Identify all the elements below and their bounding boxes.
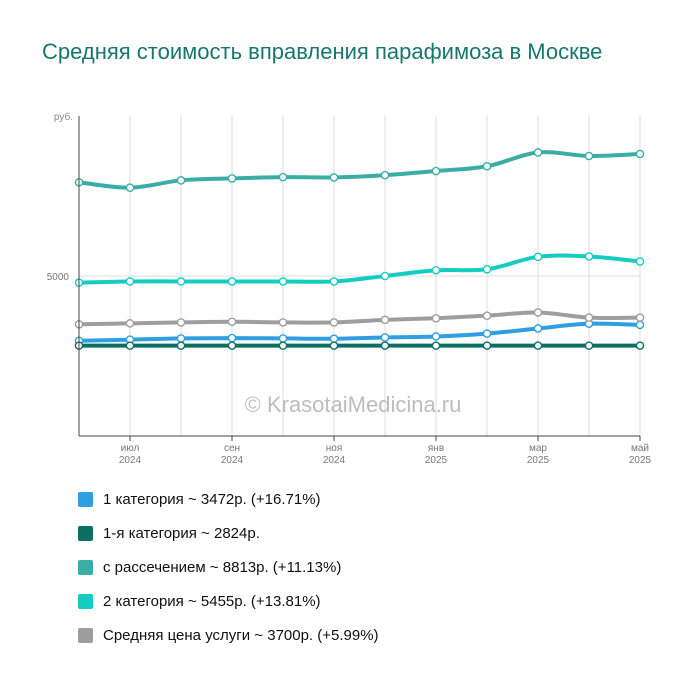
data-point	[227, 174, 237, 183]
x-tick-label-year: 2024	[221, 455, 244, 466]
data-point	[533, 148, 543, 157]
data-point	[125, 341, 135, 350]
data-point	[584, 341, 594, 350]
data-point	[380, 341, 390, 350]
data-point	[482, 161, 492, 171]
series-1	[74, 341, 645, 350]
data-point	[482, 311, 492, 320]
legend-item[interactable]: 1 категория ~ 3472р. (+16.71%)	[78, 482, 379, 516]
data-point	[227, 317, 237, 327]
data-point	[380, 333, 390, 342]
series-2	[74, 148, 645, 192]
data-point	[431, 332, 441, 341]
data-point	[125, 183, 135, 192]
watermark: © KrasotaiMedicina.ru	[245, 392, 462, 417]
data-point	[176, 334, 186, 343]
data-point	[329, 277, 339, 286]
data-point	[482, 341, 492, 350]
legend-swatch	[78, 491, 93, 507]
data-point	[431, 265, 441, 275]
data-point	[227, 333, 237, 343]
series-3	[74, 252, 645, 287]
data-point	[584, 252, 594, 261]
legend-swatch	[78, 593, 93, 609]
legend-swatch	[78, 627, 93, 643]
data-point	[635, 149, 645, 159]
data-point	[482, 329, 492, 338]
data-point	[635, 313, 645, 322]
data-point	[584, 313, 594, 322]
x-tick-label-year: 2024	[119, 455, 142, 466]
series-line	[77, 253, 642, 285]
data-point	[278, 341, 288, 350]
data-point	[176, 341, 186, 350]
data-point	[329, 318, 339, 327]
x-tick-label-month: ноя	[326, 443, 343, 454]
data-point	[278, 318, 288, 327]
data-point	[329, 341, 339, 350]
series-4	[74, 308, 645, 329]
y-unit-label: руб.	[54, 111, 73, 123]
data-point	[380, 315, 390, 325]
data-point	[431, 341, 441, 350]
data-point	[278, 334, 288, 343]
data-point	[329, 334, 339, 344]
legend-swatch	[78, 559, 93, 575]
data-point	[635, 320, 645, 330]
x-tick-label-year: 2025	[527, 455, 550, 466]
legend-item[interactable]: с рассечением ~ 8813р. (+11.13%)	[78, 550, 379, 584]
x-tick-label-year: 2025	[629, 455, 652, 466]
data-point	[227, 341, 237, 350]
x-tick-label-month: сен	[224, 443, 240, 454]
data-point	[533, 252, 543, 262]
data-point	[380, 271, 390, 281]
grid	[78, 116, 641, 436]
x-tick-label-month: май	[631, 443, 649, 454]
data-point	[482, 264, 492, 274]
data-point	[533, 308, 543, 317]
x-tick-label-month: янв	[428, 443, 444, 454]
data-point	[329, 173, 339, 182]
data-point	[533, 341, 543, 350]
legend-label: 1-я категория ~ 2824р.	[103, 524, 260, 542]
series-line	[77, 321, 642, 343]
data-point	[176, 318, 186, 327]
x-tick-label-year: 2024	[323, 455, 346, 466]
legend-item[interactable]: 2 категория ~ 5455р. (+13.81%)	[78, 584, 379, 618]
data-point	[125, 277, 135, 286]
data-point	[125, 319, 135, 328]
data-point	[278, 172, 288, 182]
x-tick-label-month: июл	[121, 443, 140, 454]
legend-label: 2 категория ~ 5455р. (+13.81%)	[103, 592, 321, 610]
legend-label: с рассечением ~ 8813р. (+11.13%)	[103, 558, 342, 576]
data-point	[176, 176, 186, 185]
series-line	[77, 150, 642, 190]
data-point	[584, 151, 594, 161]
legend-swatch	[78, 525, 93, 541]
legend: 1 категория ~ 3472р. (+16.71%) 1-я катего…	[78, 482, 379, 652]
data-point	[227, 277, 237, 286]
legend-item[interactable]: Средняя цена услуги ~ 3700р. (+5.99%)	[78, 618, 379, 652]
legend-label: Средняя цена услуги ~ 3700р. (+5.99%)	[103, 626, 379, 644]
series-layer	[74, 148, 645, 350]
data-point	[380, 170, 390, 180]
data-point	[176, 277, 186, 286]
data-point	[431, 313, 441, 323]
data-point	[533, 324, 543, 333]
y-tick-label: 5000	[47, 272, 70, 283]
series-line	[77, 310, 642, 327]
legend-label: 1 категория ~ 3472р. (+16.71%)	[103, 490, 321, 508]
x-tick-label-year: 2025	[425, 455, 448, 466]
data-point	[635, 257, 645, 266]
data-point	[431, 166, 441, 176]
data-point	[278, 277, 288, 286]
legend-item[interactable]: 1-я категория ~ 2824р.	[78, 516, 379, 550]
data-point	[635, 341, 645, 350]
chart-title: Средняя стоимость вправления парафимоза …	[42, 39, 603, 64]
axes: 5000руб.июл2024сен2024ноя2024янв2025мар2…	[47, 111, 652, 466]
x-tick-label-month: мар	[529, 443, 547, 454]
